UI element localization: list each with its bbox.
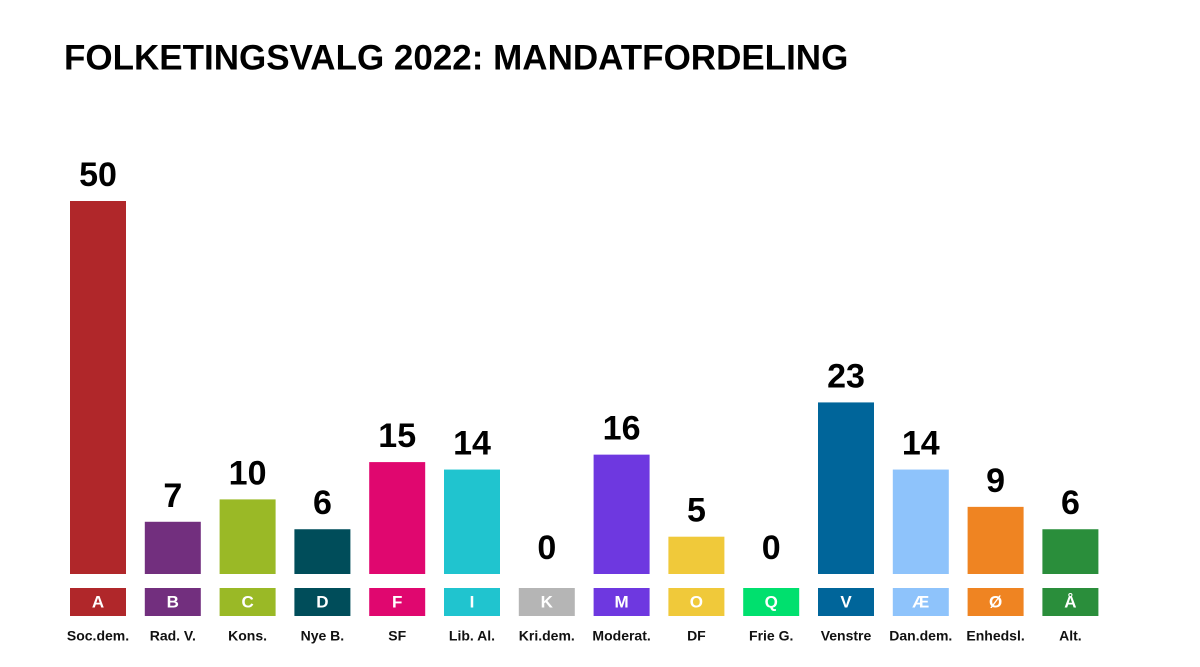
party-letter: F bbox=[392, 592, 402, 611]
party-name: Frie G. bbox=[749, 628, 793, 644]
party-letter: C bbox=[241, 592, 253, 611]
party-letter: D bbox=[316, 592, 328, 611]
party-letter: K bbox=[541, 592, 554, 611]
bar bbox=[294, 529, 351, 574]
bar bbox=[70, 201, 126, 574]
bar bbox=[593, 454, 650, 574]
party-name: Moderat. bbox=[592, 628, 650, 644]
bar bbox=[144, 521, 201, 574]
party-badge bbox=[818, 588, 874, 616]
value-label: 9 bbox=[986, 462, 1005, 500]
party-letter: B bbox=[167, 592, 179, 611]
value-label: 14 bbox=[902, 425, 940, 463]
bar bbox=[818, 402, 874, 574]
party-name: Nye B. bbox=[301, 628, 345, 644]
party-name: DF bbox=[687, 628, 706, 644]
bar bbox=[219, 499, 276, 574]
party-name: Dan.dem. bbox=[889, 628, 952, 644]
bar bbox=[892, 469, 949, 574]
party-badge bbox=[219, 588, 276, 616]
party-badge bbox=[593, 588, 650, 616]
party-badge bbox=[518, 588, 575, 616]
value-label: 14 bbox=[453, 425, 491, 463]
party-name: Alt. bbox=[1059, 628, 1082, 644]
party-letter: I bbox=[470, 592, 475, 611]
value-label: 50 bbox=[79, 156, 117, 194]
party-badge bbox=[668, 588, 725, 616]
party-badge bbox=[444, 588, 500, 616]
party-letter: Å bbox=[1064, 592, 1076, 611]
value-label: 16 bbox=[603, 410, 641, 448]
party-badge bbox=[743, 588, 800, 616]
party-name: SF bbox=[388, 628, 406, 644]
value-label: 23 bbox=[827, 357, 865, 395]
party-letter: Q bbox=[765, 592, 778, 611]
party-name: Lib. Al. bbox=[449, 628, 495, 644]
bar bbox=[369, 462, 426, 574]
party-letter: O bbox=[690, 592, 703, 611]
party-badge bbox=[144, 588, 201, 616]
party-letter: M bbox=[615, 592, 629, 611]
party-letter: Ø bbox=[989, 592, 1002, 611]
party-letter: V bbox=[840, 592, 852, 611]
party-badge bbox=[70, 588, 126, 616]
party-name: Kons. bbox=[228, 628, 267, 644]
value-label: 6 bbox=[1061, 484, 1080, 522]
value-label: 15 bbox=[378, 417, 416, 455]
party-name: Kri.dem. bbox=[519, 628, 575, 644]
value-label: 5 bbox=[687, 492, 706, 530]
value-label: 0 bbox=[762, 529, 781, 567]
party-badge bbox=[294, 588, 351, 616]
value-label: 0 bbox=[537, 529, 556, 567]
party-letter: A bbox=[92, 592, 104, 611]
bar bbox=[444, 469, 500, 574]
party-name: Venstre bbox=[821, 628, 872, 644]
value-label: 10 bbox=[229, 454, 267, 492]
party-badge bbox=[1042, 588, 1099, 616]
party-badge bbox=[967, 588, 1024, 616]
value-label: 7 bbox=[163, 477, 182, 515]
party-name: Rad. V. bbox=[150, 628, 196, 644]
bar bbox=[668, 536, 725, 574]
party-name: Enhedsl. bbox=[966, 628, 1024, 644]
party-letter: Æ bbox=[912, 592, 929, 611]
party-name: Soc.dem. bbox=[67, 628, 129, 644]
party-badge bbox=[892, 588, 949, 616]
chart-title: FOLKETINGSVALG 2022: MANDATFORDELING bbox=[64, 38, 848, 77]
value-label: 6 bbox=[313, 484, 332, 522]
bar bbox=[967, 506, 1024, 574]
party-badge bbox=[369, 588, 426, 616]
bar bbox=[1042, 529, 1099, 574]
